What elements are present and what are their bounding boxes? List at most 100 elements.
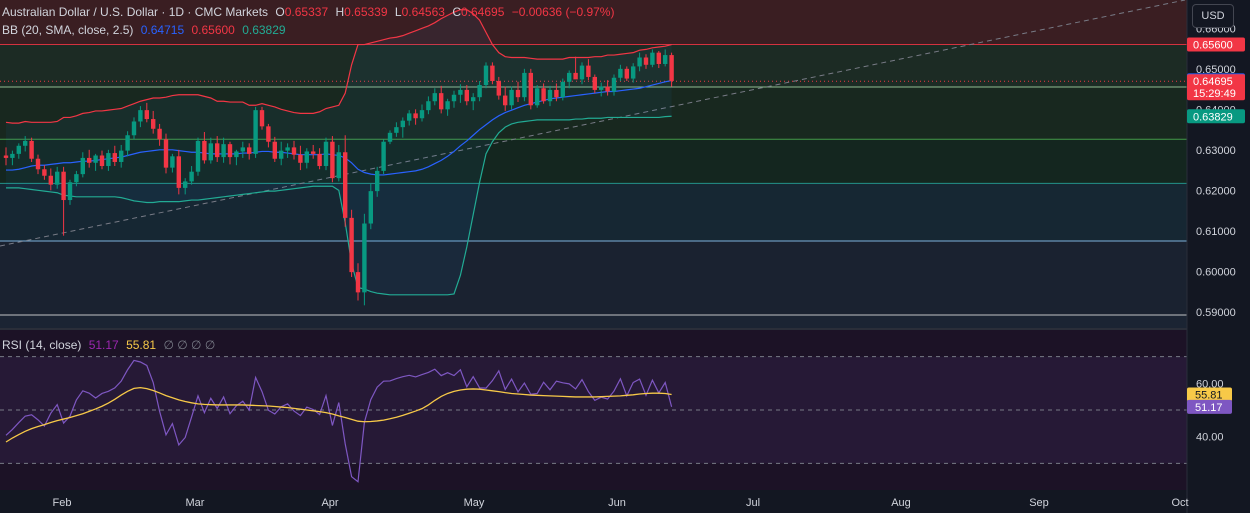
- ohlc-open: O0.65337: [275, 5, 329, 19]
- bb-basis-value: 0.64715: [140, 23, 185, 37]
- candle: [490, 65, 495, 81]
- time-tick-label: Sep: [1029, 497, 1049, 509]
- candle: [330, 141, 335, 179]
- price-tick-label: 0.60000: [1196, 266, 1236, 278]
- price-badge: [1187, 74, 1245, 101]
- candle: [304, 151, 309, 163]
- candle: [10, 153, 15, 158]
- candle: [189, 171, 194, 182]
- candle: [567, 72, 572, 82]
- currency-button[interactable]: USD: [1192, 4, 1234, 28]
- candle: [605, 86, 610, 92]
- candle: [266, 126, 271, 142]
- time-tick-label: Feb: [53, 497, 72, 509]
- candle: [464, 89, 469, 102]
- candle: [298, 154, 303, 163]
- symbol-legend[interactable]: Australian Dollar / U.S. Dollar · 1D · C…: [2, 5, 618, 19]
- candle: [663, 55, 668, 64]
- candles: [3, 49, 674, 306]
- candle: [35, 158, 41, 170]
- candle: [611, 77, 617, 92]
- candle: [586, 65, 591, 77]
- candle: [650, 52, 655, 65]
- candle: [387, 132, 393, 142]
- candle: [483, 65, 489, 86]
- candle: [477, 85, 482, 98]
- price-tick-label: 0.63000: [1196, 145, 1236, 157]
- candle: [285, 147, 290, 151]
- candle: [234, 151, 239, 158]
- rsi-extra-values: ∅ ∅ ∅ ∅: [163, 338, 216, 352]
- candle: [138, 110, 143, 122]
- candle: [624, 68, 629, 79]
- candle: [618, 68, 623, 78]
- candle: [176, 156, 181, 188]
- candle: [323, 141, 329, 167]
- price-axis[interactable]: 0.660000.650000.640000.630000.620000.610…: [1187, 23, 1245, 319]
- ohlc-high: H0.65339: [335, 5, 388, 19]
- bb-legend[interactable]: BB (20, SMA, close, 2.5) 0.64715 0.65600…: [2, 23, 290, 37]
- candle: [362, 223, 367, 293]
- price-badge-label: 0.64695: [1193, 76, 1233, 88]
- candle: [592, 76, 597, 90]
- candle: [413, 113, 418, 119]
- candle: [144, 110, 149, 120]
- candle: [170, 156, 175, 168]
- rsi-legend[interactable]: RSI (14, close) 51.17 55.81 ∅ ∅ ∅ ∅: [2, 338, 219, 352]
- price-zone: [0, 87, 1187, 140]
- candle: [394, 127, 399, 133]
- candle: [29, 140, 34, 159]
- time-tick-label: Jun: [608, 497, 626, 509]
- candle: [579, 65, 585, 80]
- candle: [259, 110, 265, 127]
- candle: [656, 52, 661, 64]
- candle: [599, 86, 604, 90]
- candle: [253, 110, 258, 154]
- candle: [368, 191, 373, 224]
- candle: [471, 97, 476, 102]
- candle: [215, 143, 220, 158]
- rsi-tick-label: 40.00: [1196, 432, 1224, 444]
- candle: [163, 139, 169, 168]
- candle: [573, 72, 578, 80]
- candle: [208, 143, 213, 161]
- price-badge: [1187, 109, 1245, 124]
- ohlc-change: −0.00636 (−0.97%): [511, 5, 615, 19]
- candle: [349, 217, 354, 273]
- rsi-badge: [1187, 399, 1232, 414]
- rsi-pane: [0, 356, 1187, 483]
- rsi-badge: [1187, 387, 1232, 402]
- candle: [151, 119, 156, 129]
- candle: [432, 93, 437, 102]
- candle: [202, 140, 207, 161]
- price-tick-label: 0.59000: [1196, 307, 1236, 319]
- time-tick-label: Apr: [321, 497, 338, 509]
- candle: [535, 88, 540, 106]
- trendline[interactable]: [0, 0, 1186, 247]
- rsi-ma-value: 55.81: [126, 338, 157, 352]
- ohlc-close: C0.64695: [452, 5, 505, 19]
- candle: [637, 57, 642, 67]
- candle: [87, 157, 92, 163]
- price-tick-label: 0.65000: [1196, 64, 1236, 76]
- candle: [439, 93, 444, 110]
- candle: [541, 88, 546, 102]
- time-axis[interactable]: Feb Mar Apr May Jun Jul Aug Sep Oct: [53, 497, 1189, 509]
- candle: [106, 153, 111, 167]
- candle: [522, 72, 527, 98]
- symbol-title[interactable]: Australian Dollar / U.S. Dollar · 1D · C…: [2, 5, 269, 19]
- candle: [375, 170, 380, 192]
- candle: [547, 89, 553, 102]
- candle: [93, 155, 98, 163]
- candle: [336, 152, 341, 179]
- price-tick-label: 0.61000: [1196, 226, 1236, 238]
- candle: [67, 182, 73, 201]
- time-tick-label: Mar: [186, 497, 205, 509]
- candle: [227, 144, 233, 158]
- candle: [3, 155, 9, 158]
- time-tick-label: Jul: [746, 497, 760, 509]
- price-badge-label: 0.65600: [1193, 40, 1233, 52]
- pane-separator[interactable]: [0, 328, 1187, 330]
